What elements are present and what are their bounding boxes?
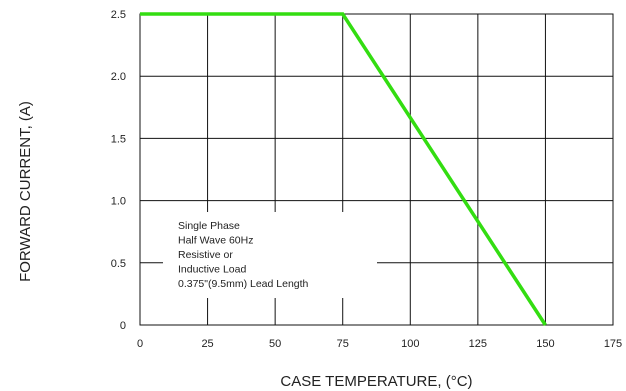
annotation-background xyxy=(163,212,377,298)
x-tick-label-5: 125 xyxy=(469,338,487,350)
y-tick-label-3: 1.5 xyxy=(111,133,126,145)
y-tick-label-0: 0 xyxy=(120,320,126,332)
annotation-line-2: Resistive or xyxy=(178,249,233,261)
series-layer xyxy=(140,12,547,326)
annotation-line-0: Single Phase xyxy=(178,220,240,232)
y-axis-title: FORWARD CURRENT, (A) xyxy=(17,101,34,282)
x-tick-label-6: 150 xyxy=(536,338,554,350)
plot-frame xyxy=(139,13,614,326)
x-axis-title: CASE TEMPERATURE, (°C) xyxy=(280,373,472,390)
annotation-line-3: Inductive Load xyxy=(178,264,246,276)
annotation-line-4: 0.375"(9.5mm) Lead Length xyxy=(178,278,309,290)
x-tick-label-2: 50 xyxy=(269,338,281,350)
x-tick-label-4: 100 xyxy=(401,338,419,350)
series-line-0 xyxy=(140,12,547,326)
x-tick-label-7: 175 xyxy=(604,338,622,350)
tick-labels: 0 25 50 75 100 125 150 175 0 0.5 1.0 1.5 2.0 2.5 xyxy=(111,9,622,350)
x-tick-label-0: 0 xyxy=(137,338,143,350)
y-tick-label-2: 1.0 xyxy=(111,196,126,208)
x-tick-label-1: 25 xyxy=(201,338,213,350)
annotation-note: Single Phase Half Wave 60Hz Resistive or In… xyxy=(178,220,309,290)
y-tick-label-4: 2.0 xyxy=(111,71,126,83)
y-tick-label-5: 2.5 xyxy=(111,9,126,21)
y-tick-label-1: 0.5 xyxy=(111,258,126,270)
x-tick-label-3: 75 xyxy=(337,338,349,350)
annotation-line-1: Half Wave 60Hz xyxy=(178,235,253,247)
